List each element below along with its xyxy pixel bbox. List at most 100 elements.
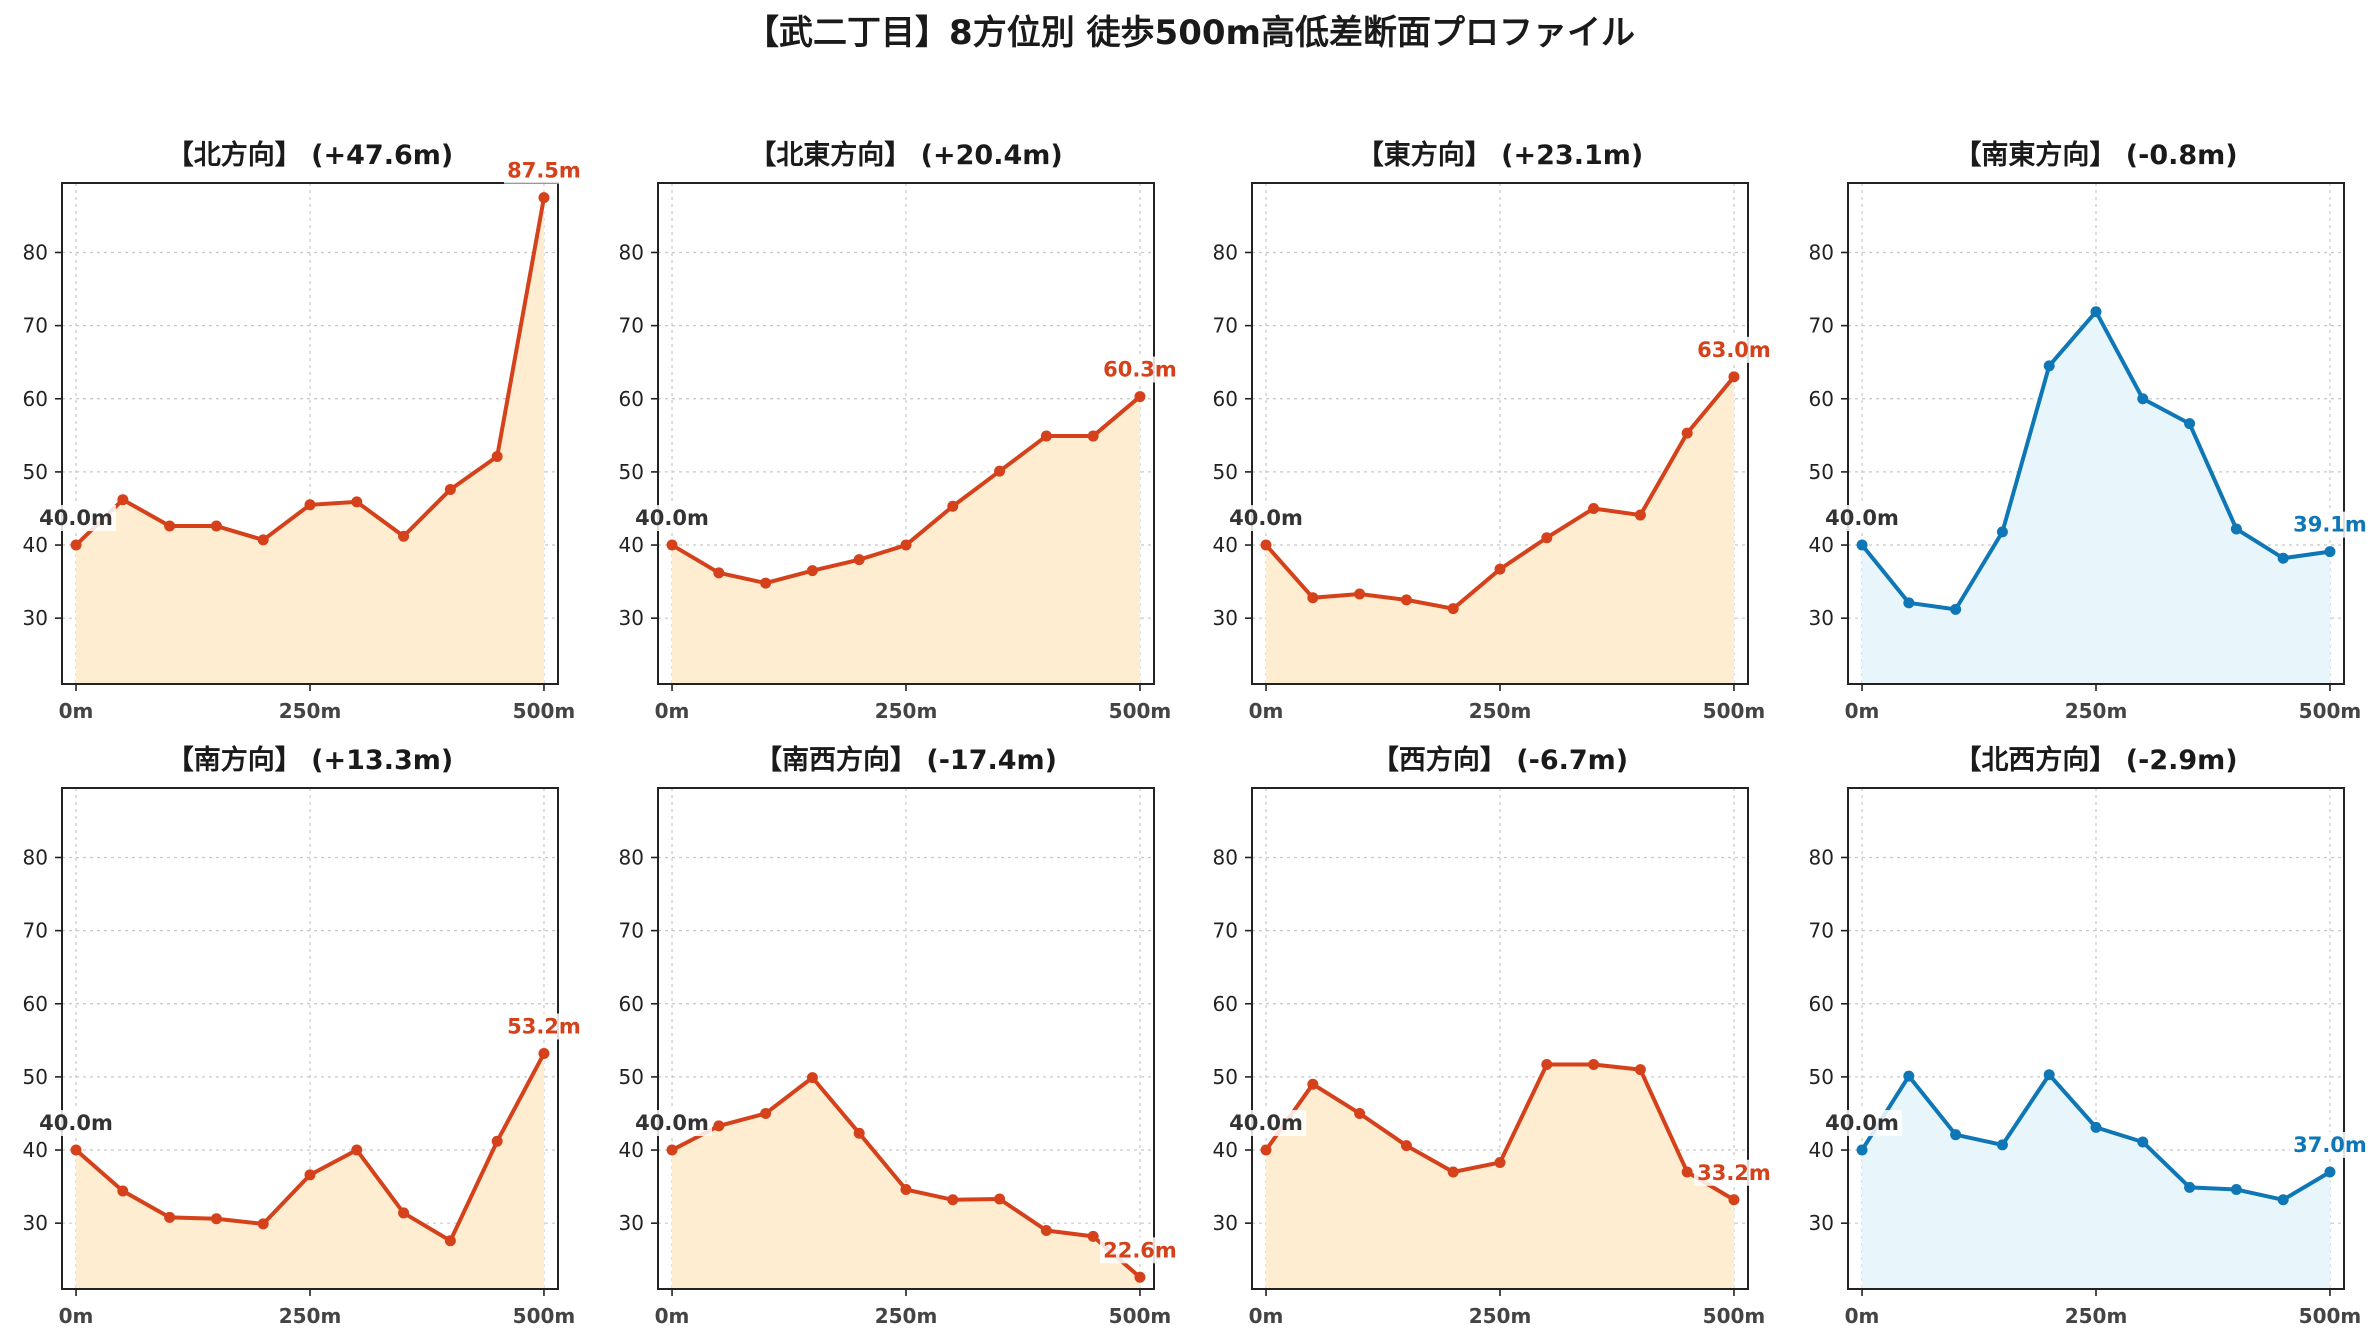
start-label: 40.0m xyxy=(635,1111,709,1135)
data-point xyxy=(1447,603,1459,615)
end-label: 63.0m xyxy=(1697,338,1771,362)
x-tick-label: 500m xyxy=(1703,1304,1766,1328)
end-label-bg xyxy=(1693,336,1774,363)
x-tick-label: 250m xyxy=(1469,1304,1532,1328)
x-tick-label: 500m xyxy=(1109,699,1172,723)
data-point xyxy=(2043,360,2055,372)
data-point xyxy=(117,1185,129,1197)
data-point xyxy=(1541,1058,1553,1070)
y-tick-label: 80 xyxy=(23,240,48,264)
data-point xyxy=(2277,552,2289,564)
y-tick-label: 40 xyxy=(1809,533,1834,557)
data-point xyxy=(1307,1078,1319,1090)
y-tick-label: 70 xyxy=(1213,314,1238,338)
data-point xyxy=(70,1144,82,1156)
end-label: 39.1m xyxy=(2293,513,2367,537)
y-tick-label: 40 xyxy=(1809,1138,1834,1162)
start-label-bg xyxy=(40,1110,117,1137)
data-point xyxy=(666,539,678,551)
subplot-grid: 30 40 50 60 70 80 0m 250m 500m 【北方向】 (+47.6m) 40.0… xyxy=(23,139,2370,1328)
y-tick-label: 40 xyxy=(23,1138,48,1162)
y-tick-label: 50 xyxy=(1213,1065,1238,1089)
data-point xyxy=(713,567,725,579)
y-tick-label: 60 xyxy=(619,992,644,1016)
y-tick-label: 30 xyxy=(23,1211,48,1235)
start-label: 40.0m xyxy=(1825,506,1899,530)
start-label-bg xyxy=(1230,505,1307,532)
end-label: 87.5m xyxy=(507,159,581,183)
data-point xyxy=(1681,427,1693,439)
y-tick-label: 40 xyxy=(1213,1138,1238,1162)
x-tick-label: 500m xyxy=(1703,699,1766,723)
y-tick-label: 80 xyxy=(1213,845,1238,869)
subplot-7: 30 40 50 60 70 80 0m 250m 500m 【西方向】 (-6.7m) 40.0m… xyxy=(1213,744,1774,1328)
x-tick-label: 0m xyxy=(1249,1304,1284,1328)
area-fill xyxy=(76,1053,544,1289)
data-point xyxy=(1040,1224,1052,1236)
data-point xyxy=(760,1107,772,1119)
area-fill xyxy=(1266,1064,1734,1289)
data-point xyxy=(2090,306,2102,318)
y-tick-label: 30 xyxy=(1809,606,1834,630)
data-point xyxy=(1040,430,1052,442)
start-label-bg xyxy=(1826,505,1903,532)
data-point xyxy=(1856,1144,1868,1156)
data-point xyxy=(210,1213,222,1225)
y-tick-label: 80 xyxy=(1809,845,1834,869)
data-point xyxy=(210,520,222,532)
data-point xyxy=(1494,563,1506,575)
y-tick-label: 40 xyxy=(619,533,644,557)
data-point xyxy=(806,565,818,577)
data-point xyxy=(1400,1140,1412,1152)
start-label-bg xyxy=(636,1110,713,1137)
data-point xyxy=(947,1194,959,1206)
data-point xyxy=(1588,502,1600,514)
y-tick-label: 70 xyxy=(23,314,48,338)
subplot-1: 30 40 50 60 70 80 0m 250m 500m 【北方向】 (+47.6m) 40.0… xyxy=(23,139,584,723)
y-tick-label: 30 xyxy=(1213,1211,1238,1235)
data-point xyxy=(1307,592,1319,604)
data-point xyxy=(713,1120,725,1132)
data-point xyxy=(1728,1194,1740,1206)
start-label-bg xyxy=(1826,1110,1903,1137)
y-tick-label: 70 xyxy=(619,314,644,338)
start-label-bg xyxy=(40,505,117,532)
subplot-title: 【北方向】 (+47.6m) xyxy=(167,139,453,171)
data-point xyxy=(2137,1136,2149,1148)
data-point xyxy=(947,500,959,512)
data-point xyxy=(1354,588,1366,600)
x-tick-label: 500m xyxy=(1109,1304,1172,1328)
data-point xyxy=(2184,418,2196,430)
data-point xyxy=(2043,1069,2055,1081)
start-label: 40.0m xyxy=(39,1111,113,1135)
data-point xyxy=(1996,526,2008,538)
subplot-6: 30 40 50 60 70 80 0m 250m 500m 【南西方向】 (-17.4m) 40.… xyxy=(619,744,1180,1328)
x-tick-label: 0m xyxy=(59,1304,94,1328)
x-tick-label: 0m xyxy=(655,699,690,723)
x-tick-label: 250m xyxy=(875,699,938,723)
data-point xyxy=(1087,430,1099,442)
x-tick-label: 250m xyxy=(875,1304,938,1328)
area-fill xyxy=(76,197,544,684)
subplot-5: 30 40 50 60 70 80 0m 250m 500m 【南方向】 (+13.3m) 40.0… xyxy=(23,744,584,1328)
x-tick-label: 0m xyxy=(1845,1304,1880,1328)
end-label-bg xyxy=(2289,511,2370,538)
subplot-title: 【北西方向】 (-2.9m) xyxy=(1954,744,2237,776)
y-tick-label: 70 xyxy=(1809,919,1834,943)
data-point xyxy=(538,1047,550,1059)
data-point xyxy=(1903,1070,1915,1082)
data-point xyxy=(900,1184,912,1196)
data-point xyxy=(1950,603,1962,615)
x-tick-label: 0m xyxy=(655,1304,690,1328)
data-point xyxy=(257,534,269,546)
data-point xyxy=(666,1144,678,1156)
end-label-bg xyxy=(1693,1159,1774,1186)
x-tick-label: 500m xyxy=(513,699,576,723)
data-point xyxy=(1087,1230,1099,1242)
end-label-bg xyxy=(1099,1237,1180,1264)
data-point xyxy=(760,577,772,589)
start-label: 40.0m xyxy=(1229,506,1303,530)
x-tick-label: 500m xyxy=(2299,699,2362,723)
y-tick-label: 30 xyxy=(1809,1211,1834,1235)
